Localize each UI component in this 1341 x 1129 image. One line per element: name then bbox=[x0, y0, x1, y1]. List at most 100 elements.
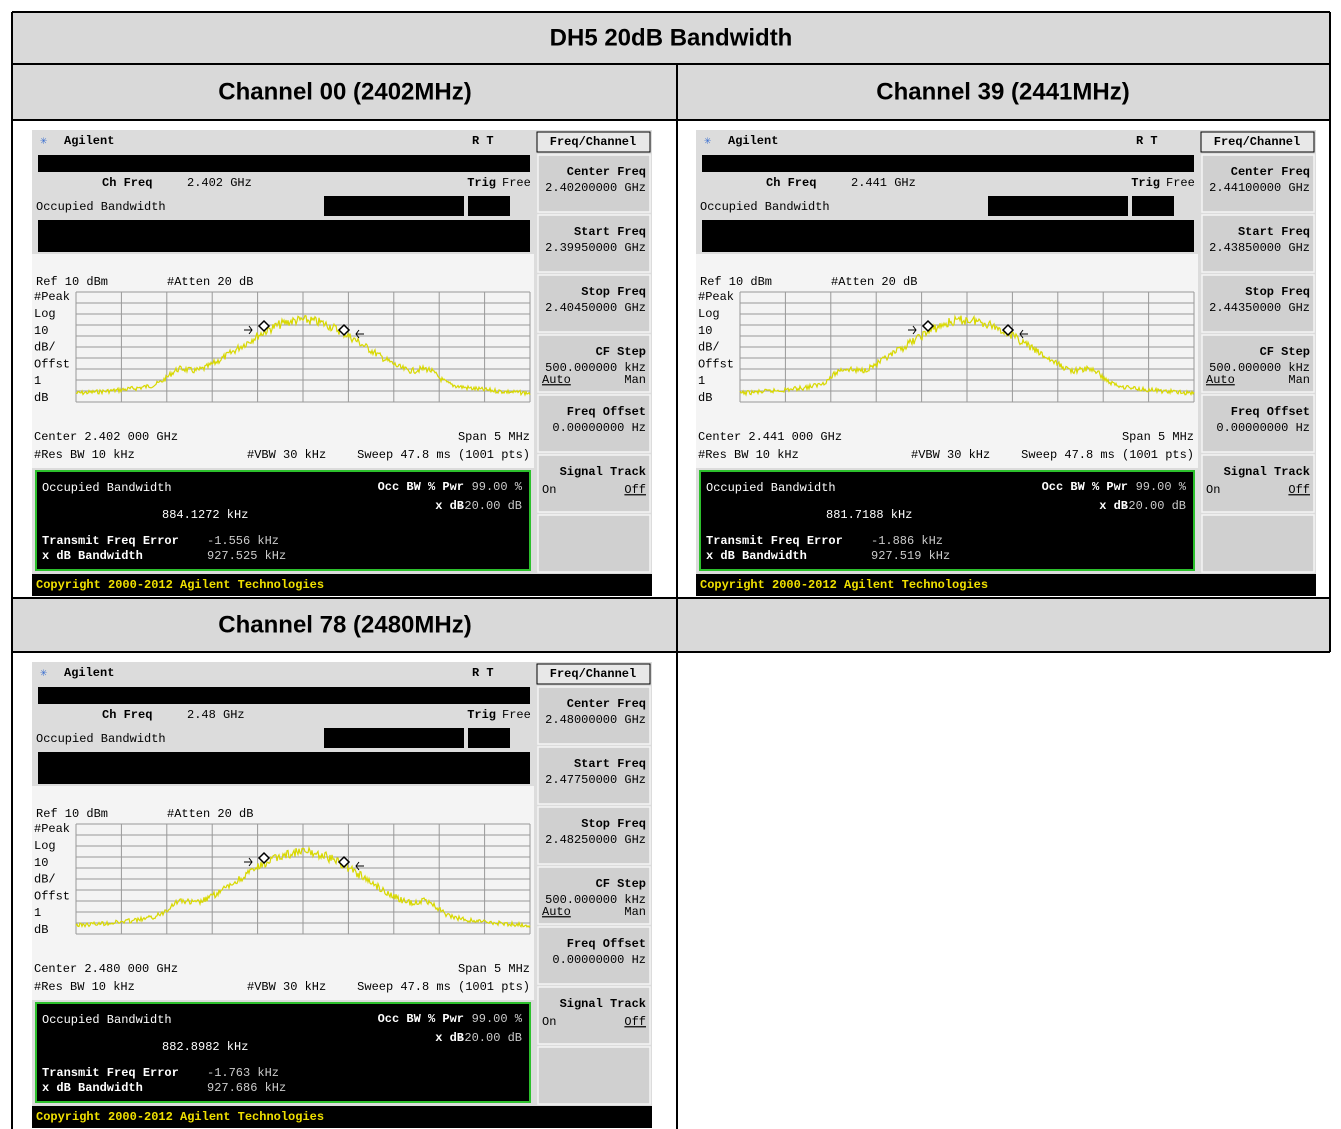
black-box bbox=[468, 728, 510, 748]
copyright: Copyright 2000-2012 Agilent Technologies bbox=[36, 1110, 324, 1124]
graph-bg bbox=[32, 786, 534, 1000]
marker bbox=[337, 855, 351, 869]
scale-label: 10 bbox=[698, 324, 712, 338]
ch-freq-label: Ch Freq bbox=[102, 176, 152, 190]
xbw: 927.686 kHz bbox=[207, 1081, 286, 1095]
scale-label: 10 bbox=[34, 856, 48, 870]
scale-label: 10 bbox=[34, 324, 48, 338]
arrow bbox=[355, 861, 364, 871]
softkey-value: 2.40200000 GHz bbox=[545, 181, 646, 195]
analyzer-screen: ✳ Agilent R T Freq/Channel Ch Freq 2.48 GHz Tr… bbox=[32, 662, 652, 1128]
span: Span 5 MHz bbox=[1122, 430, 1194, 444]
softkey bbox=[537, 686, 651, 745]
scale-label: Log bbox=[34, 307, 56, 321]
softkey-option: Man bbox=[624, 373, 646, 387]
softkey-value: 0.00000000 Hz bbox=[552, 421, 646, 435]
tfe-label: Transmit Freq Error bbox=[42, 534, 179, 548]
xdb: -20.00 dB bbox=[1121, 499, 1186, 513]
vbw: #VBW 30 kHz bbox=[911, 448, 990, 462]
arrow bbox=[355, 329, 364, 339]
softkey-option: Man bbox=[624, 905, 646, 919]
trig-label: Trig bbox=[1131, 176, 1160, 190]
softkey-value: 500.000000 kHz bbox=[545, 361, 646, 375]
tfe-label: Transmit Freq Error bbox=[42, 1066, 179, 1080]
softkey-value: 500.000000 kHz bbox=[1209, 361, 1310, 375]
atten: #Atten 20 dB bbox=[167, 807, 253, 821]
scale-label: #Peak bbox=[34, 290, 70, 304]
ref-level: Ref 10 dBm bbox=[36, 807, 108, 821]
softkey-label: Signal Track bbox=[560, 997, 646, 1011]
softkey bbox=[1201, 274, 1315, 333]
copyright-bar bbox=[32, 574, 652, 596]
marker bbox=[337, 323, 351, 337]
copyright: Copyright 2000-2012 Agilent Technologies bbox=[700, 578, 988, 592]
trig-label: Trig bbox=[467, 708, 496, 722]
graph-bg bbox=[696, 254, 1198, 468]
trig-label: Trig bbox=[467, 176, 496, 190]
softkey bbox=[1201, 514, 1315, 573]
softkey-value: 2.44350000 GHz bbox=[1209, 301, 1310, 315]
softkey-option: Off bbox=[1288, 483, 1310, 497]
softkey-option: Auto bbox=[542, 373, 571, 387]
softkey bbox=[1201, 454, 1315, 513]
black-bar bbox=[38, 155, 530, 172]
vbw: #VBW 30 kHz bbox=[247, 448, 326, 462]
copyright-bar bbox=[32, 1106, 652, 1128]
trace bbox=[739, 314, 1195, 397]
softkey-label: Center Freq bbox=[567, 697, 646, 711]
black-bar bbox=[702, 220, 1194, 252]
vbw: #VBW 30 kHz bbox=[247, 980, 326, 994]
black-box bbox=[324, 196, 464, 216]
span: Span 5 MHz bbox=[458, 430, 530, 444]
softkey-value: 500.000000 kHz bbox=[545, 893, 646, 907]
scale-label: Log bbox=[698, 307, 720, 321]
black-bar bbox=[702, 155, 1194, 172]
mode: Occupied Bandwidth bbox=[36, 732, 166, 746]
analyzer-screen: ✳ Agilent R T Freq/Channel Ch Freq 2.441 GHz T… bbox=[696, 130, 1316, 596]
softkey bbox=[537, 926, 651, 985]
scale-label: 1 bbox=[698, 374, 705, 388]
pwr-label: Occ BW % Pwr bbox=[378, 1012, 464, 1026]
softkey bbox=[537, 154, 651, 213]
tfe: -1.556 kHz bbox=[207, 534, 279, 548]
result-title: Occupied Bandwidth bbox=[42, 1013, 172, 1027]
softkey-label: Freq Offset bbox=[567, 405, 646, 419]
menu-title: Freq/Channel bbox=[550, 667, 636, 681]
res-bw: #Res BW 10 kHz bbox=[34, 448, 135, 462]
atten: #Atten 20 dB bbox=[831, 275, 917, 289]
softkey-value: 2.48250000 GHz bbox=[545, 833, 646, 847]
title: DH5 20dB Bandwidth bbox=[550, 24, 793, 51]
softkey-value: 2.47750000 GHz bbox=[545, 773, 646, 787]
marker bbox=[1001, 323, 1015, 337]
pwr: 99.00 % bbox=[1136, 480, 1187, 494]
softkey-label: CF Step bbox=[1260, 345, 1310, 359]
occ-bw: 884.1272 kHz bbox=[162, 508, 248, 522]
softkey-label: Signal Track bbox=[560, 465, 646, 479]
softkey bbox=[1201, 394, 1315, 453]
analyzer-screen: ✳ Agilent R T Freq/Channel Ch Freq 2.402 GHz T… bbox=[32, 130, 652, 596]
xdb-label: x dB bbox=[435, 1031, 464, 1045]
black-box bbox=[468, 196, 510, 216]
heading: Channel 00 (2402MHz) bbox=[218, 78, 471, 105]
scale-label: Offst bbox=[34, 889, 70, 903]
copyright: Copyright 2000-2012 Agilent Technologies bbox=[36, 578, 324, 592]
result-title: Occupied Bandwidth bbox=[706, 481, 836, 495]
softkey-option: Off bbox=[624, 1015, 646, 1029]
softkey bbox=[537, 274, 651, 333]
softkey-value: 2.40450000 GHz bbox=[545, 301, 646, 315]
softkey-label: CF Step bbox=[596, 345, 646, 359]
softkey-option: Man bbox=[1288, 373, 1310, 387]
softkey bbox=[537, 1046, 651, 1105]
softkey-option: On bbox=[542, 1015, 556, 1029]
xdb: -20.00 dB bbox=[457, 499, 522, 513]
black-box bbox=[988, 196, 1128, 216]
title-row bbox=[12, 12, 1330, 64]
copyright-bar bbox=[696, 574, 1316, 596]
center: Center 2.480 000 GHz bbox=[34, 962, 178, 976]
marker bbox=[257, 319, 271, 333]
status: R T bbox=[472, 666, 494, 680]
pwr-label: Occ BW % Pwr bbox=[378, 480, 464, 494]
scale-label: #Peak bbox=[698, 290, 734, 304]
sweep: Sweep 47.8 ms (1001 pts) bbox=[357, 448, 530, 462]
